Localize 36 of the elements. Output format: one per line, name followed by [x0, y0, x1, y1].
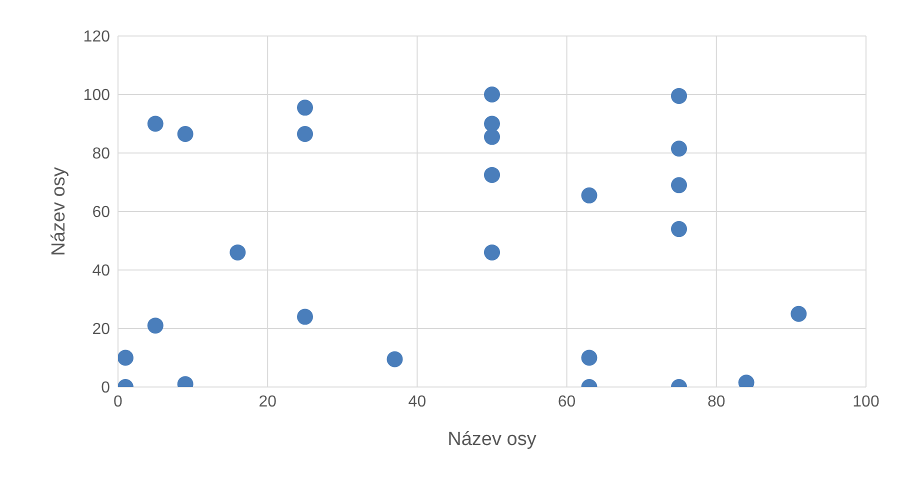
point: [118, 350, 134, 366]
point: [177, 126, 194, 142]
point: [147, 116, 164, 132]
point: [484, 128, 500, 145]
point: [147, 318, 164, 334]
y-axis-title: Název osy: [48, 166, 70, 256]
x-tick-label: 60: [558, 393, 576, 410]
point: [297, 308, 313, 325]
x-tick-label: 80: [708, 393, 726, 410]
x-tick-label: 0: [114, 393, 123, 410]
y-tick-label: 100: [83, 87, 110, 104]
point: [671, 177, 687, 194]
y-tick-label: 80: [92, 146, 110, 163]
y-tick-label: 60: [92, 204, 110, 222]
y-tick-label: 20: [92, 321, 110, 338]
x-tick-label: 100: [852, 393, 880, 410]
point: [484, 116, 500, 132]
y-tick-label: 0: [101, 380, 110, 397]
point: [484, 86, 500, 102]
point: [297, 126, 313, 142]
point: [671, 88, 687, 104]
y-tick-label: 40: [92, 262, 110, 280]
x-tick-label: 20: [258, 393, 277, 410]
point: [297, 100, 313, 116]
point: [484, 166, 500, 183]
point: [790, 306, 807, 322]
x-tick-label: 40: [408, 393, 426, 410]
point: [581, 350, 598, 366]
point: [484, 244, 500, 260]
x-axis-title: Název osy: [448, 429, 537, 450]
point: [581, 187, 598, 204]
y-tick-label: 120: [83, 28, 110, 46]
point: [386, 351, 403, 368]
point: [671, 140, 687, 157]
point: [230, 244, 246, 260]
point: [671, 221, 687, 238]
